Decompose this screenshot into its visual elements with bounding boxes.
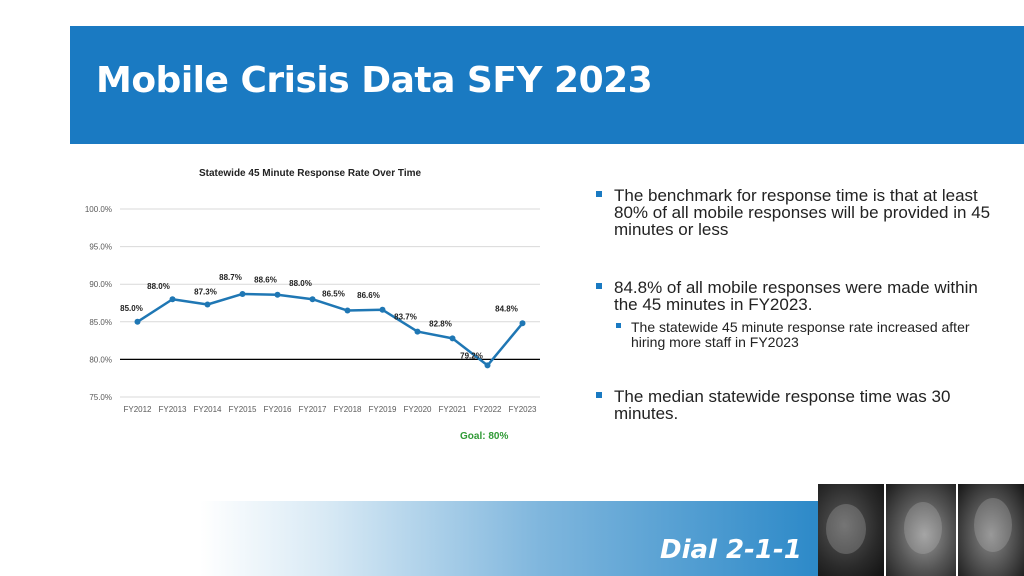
data-label: 88.7% (219, 273, 242, 282)
page-title: Mobile Crisis Data SFY 2023 (96, 60, 653, 101)
data-label: 79.2% (460, 351, 483, 360)
data-point (274, 291, 281, 298)
data-label: 88.0% (289, 279, 312, 288)
data-label: 88.0% (147, 282, 170, 291)
x-tick-label: FY2018 (333, 405, 362, 414)
x-tick-label: FY2014 (193, 405, 222, 414)
photo-1 (818, 484, 884, 576)
y-tick-label: 100.0% (85, 205, 112, 214)
photo-3 (958, 484, 1024, 576)
title-bar: Mobile Crisis Data SFY 2023 (70, 26, 1024, 144)
data-point (309, 296, 316, 303)
y-tick-label: 80.0% (89, 355, 112, 364)
bullet-fy2023-rate: 84.8% of all mobile responses were made … (594, 279, 1004, 313)
data-label: 83.7% (394, 313, 417, 322)
chart-title: Statewide 45 Minute Response Rate Over T… (198, 168, 422, 179)
goal-label: Goal: 80% (460, 431, 509, 442)
photo-2 (886, 484, 956, 576)
x-tick-label: FY2017 (298, 405, 327, 414)
data-point (414, 328, 421, 335)
data-label: 85.0% (120, 304, 143, 313)
data-label: 88.6% (254, 276, 277, 285)
line-chart: 100.0% 95.0% 90.0% 85.0% 80.0% 75.0% FY2012 FY2… (85, 205, 540, 414)
dial-211-text: Dial 2-1-1 (660, 535, 802, 565)
bullet-benchmark: The benchmark for response time is that … (594, 187, 1004, 238)
x-tick-label: FY2012 (123, 405, 152, 414)
x-tick-label: FY2021 (438, 405, 467, 414)
data-point (169, 296, 176, 303)
data-point (204, 301, 211, 308)
data-point (484, 362, 491, 369)
y-tick-label: 85.0% (89, 318, 112, 327)
y-tick-label: 90.0% (89, 280, 112, 289)
data-label: 86.6% (357, 291, 380, 300)
y-tick-label: 75.0% (89, 393, 112, 402)
x-tick-label: FY2020 (403, 405, 432, 414)
footer-banner (200, 501, 820, 576)
x-tick-label: FY2023 (508, 405, 537, 414)
photo-strip (818, 484, 1024, 576)
data-point (134, 318, 141, 325)
data-point (379, 306, 386, 313)
data-point (239, 290, 246, 297)
x-tick-label: FY2022 (473, 405, 502, 414)
x-tick-label: FY2013 (158, 405, 187, 414)
data-label: 86.5% (322, 290, 345, 299)
series-line (136, 292, 524, 367)
sub-bullet-staffing: The statewide 45 minute response rate in… (614, 320, 1001, 350)
data-point (344, 307, 351, 314)
data-label: 84.8% (495, 304, 518, 313)
data-point (519, 320, 526, 327)
data-label: 87.3% (194, 288, 217, 297)
y-tick-label: 95.0% (89, 243, 112, 252)
data-point (449, 335, 456, 342)
x-tick-label: FY2019 (368, 405, 397, 414)
x-tick-label: FY2016 (263, 405, 292, 414)
x-tick-label: FY2015 (228, 405, 257, 414)
bullet-median-time: The median statewide response time was 3… (594, 388, 1004, 422)
data-label: 82.8% (429, 319, 452, 328)
